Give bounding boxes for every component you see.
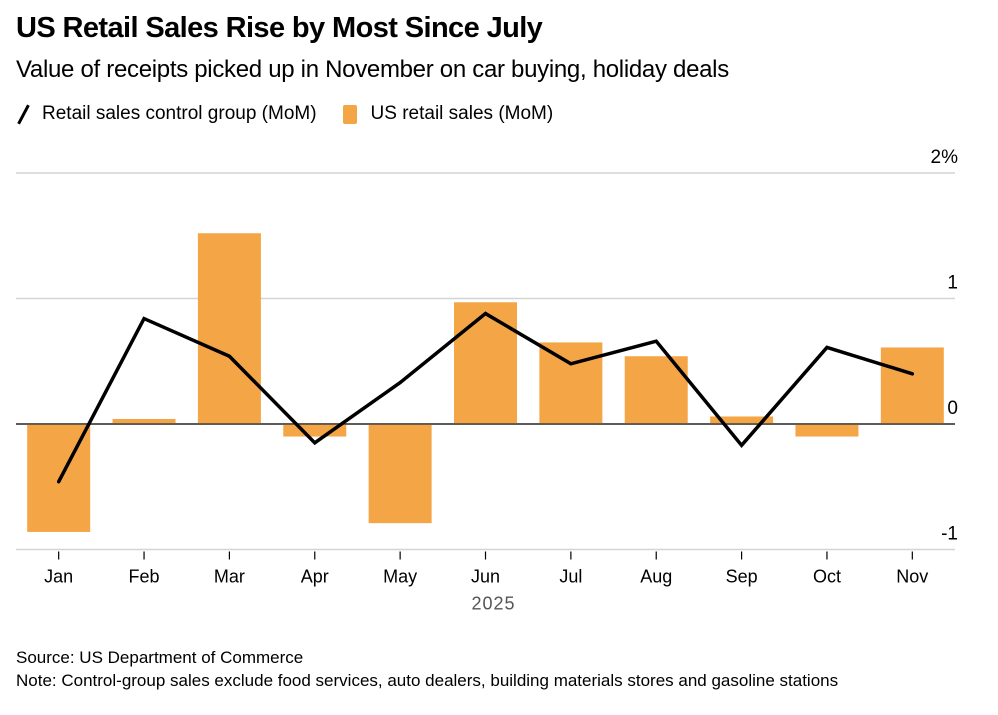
x-tick-label: Apr	[301, 567, 329, 587]
x-tick-label: Jul	[559, 567, 582, 587]
legend-label: US retail sales (MoM)	[370, 103, 554, 124]
bar-oct	[795, 424, 859, 437]
x-tick-label: Nov	[896, 567, 928, 587]
source-note: Source: US Department of Commerce	[16, 648, 304, 667]
x-tick-label: Oct	[813, 567, 841, 587]
bar-mar	[197, 233, 261, 424]
y-tick-label: 2%	[931, 147, 959, 168]
x-tick-label: Jun	[471, 567, 500, 587]
bar-may	[368, 424, 432, 524]
bar-feb	[112, 418, 176, 424]
chart-plot: 2% 1 0 -1 Jan Feb Mar Apr May Jun Jul Aug Sep Oct Nov 2…	[16, 147, 959, 614]
bar-jul	[539, 342, 603, 424]
x-tick-label: Sep	[726, 567, 758, 587]
line-icon	[16, 104, 30, 124]
x-tick-label: Aug	[640, 567, 672, 587]
bar-jun	[454, 302, 517, 424]
legend-label: Retail sales control group (MoM)	[42, 103, 317, 124]
legend: Retail sales control group (MoM) US reta…	[16, 103, 579, 125]
x-tick-label: Jan	[44, 567, 73, 587]
chart-subtitle: Value of receipts picked up in November …	[16, 56, 729, 83]
bar-sep	[710, 416, 774, 424]
bar-nov	[880, 347, 944, 424]
x-tick-label: Mar	[214, 567, 245, 587]
y-tick-label: 1	[947, 273, 958, 294]
x-group-label: 2025	[471, 594, 515, 614]
square-swatch-icon	[342, 104, 357, 124]
legend-item-control-group: Retail sales control group (MoM)	[16, 103, 317, 125]
y-tick-label: -1	[941, 524, 958, 545]
x-tick-label: Feb	[129, 567, 160, 587]
x-tick-label: May	[383, 567, 417, 587]
control-group-line	[56, 311, 915, 484]
legend-item-retail-sales: US retail sales (MoM)	[342, 103, 554, 125]
chart-title: US Retail Sales Rise by Most Since July	[16, 12, 543, 44]
footnote: Note: Control-group sales exclude food s…	[16, 671, 839, 690]
y-tick-label: 0	[947, 398, 958, 419]
